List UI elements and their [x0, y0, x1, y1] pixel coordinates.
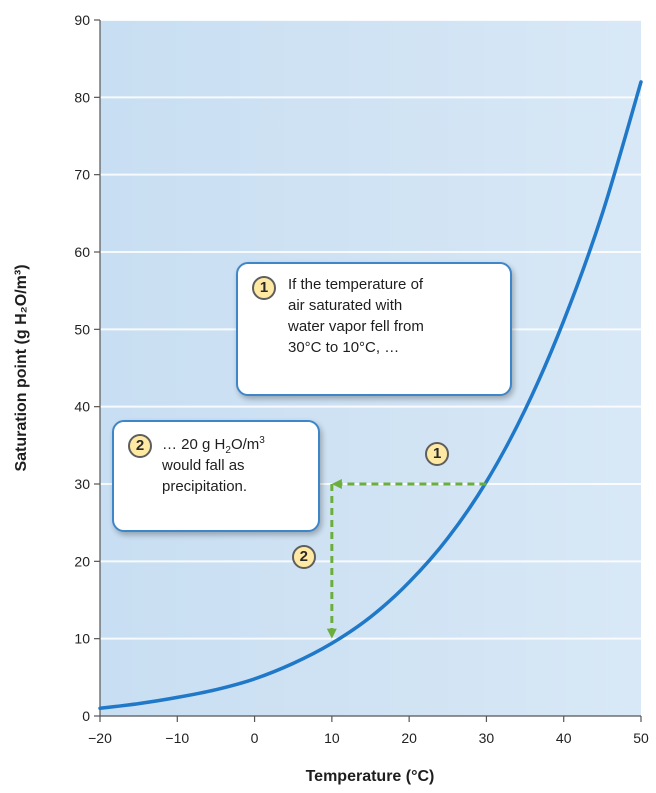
subscript: 2 — [225, 445, 231, 456]
annotation-line: If the temperature of — [288, 276, 424, 293]
annotation-line: precipitation. — [162, 478, 248, 495]
arrows-layer — [326, 479, 487, 639]
x-tick-label: 10 — [324, 730, 340, 746]
y-tick-label: 0 — [82, 708, 90, 724]
y-tick-label: 50 — [74, 321, 90, 337]
x-tick-label: 40 — [556, 730, 572, 746]
x-tick-label: −10 — [165, 730, 189, 746]
y-tick-label: 80 — [74, 89, 90, 105]
superscript: 3 — [259, 435, 265, 446]
series-layer — [98, 80, 643, 711]
annotation-line: would fall as — [162, 457, 245, 474]
annotation-text: … 20 g H — [162, 436, 226, 453]
x-tick-label: 20 — [401, 730, 417, 746]
annotation-callout-2: 2 … 20 g H2O/m3 would fall as precipitat… — [112, 420, 320, 532]
x-tick-label: −20 — [88, 730, 112, 746]
y-tick-label: 90 — [74, 12, 90, 28]
annotation-text: O/m — [230, 436, 260, 453]
saturation-curve — [98, 80, 643, 711]
arrow-badge-1: 1 — [425, 442, 450, 466]
x-axis-title: Temperature (°C) — [306, 768, 435, 785]
y-tick-label: 10 — [74, 631, 90, 647]
step-badge: 2 — [128, 434, 152, 458]
y-tick-label: 60 — [74, 244, 90, 260]
y-axis-title: Saturation point (g H₂O/m³) — [13, 264, 30, 471]
annotation-line: water vapor fell from — [288, 318, 424, 335]
annotation-line: air saturated with — [288, 297, 403, 314]
x-tick-label: 0 — [251, 730, 259, 746]
arrow-badge-2: 2 — [291, 545, 316, 570]
annotation-line: 30°C to 10°C, … — [288, 339, 400, 356]
y-tick-label: 30 — [74, 476, 90, 492]
y-tick-label: 40 — [74, 399, 90, 415]
y-tick-label: 70 — [74, 167, 90, 183]
axes: 0 10 20 30 40 50 60 70 80 90 −20 −10 0 10 20 30 40 50 — [74, 12, 649, 746]
x-tick-label: 30 — [479, 730, 495, 746]
x-tick-label: 50 — [633, 730, 649, 746]
annotation-callout-1: 1 If the temperature of air saturated wi… — [236, 262, 512, 396]
step-badge: 1 — [252, 276, 276, 300]
annotation-line: … 20 g H2O/m3 — [162, 434, 310, 456]
y-tick-label: 20 — [74, 553, 90, 569]
